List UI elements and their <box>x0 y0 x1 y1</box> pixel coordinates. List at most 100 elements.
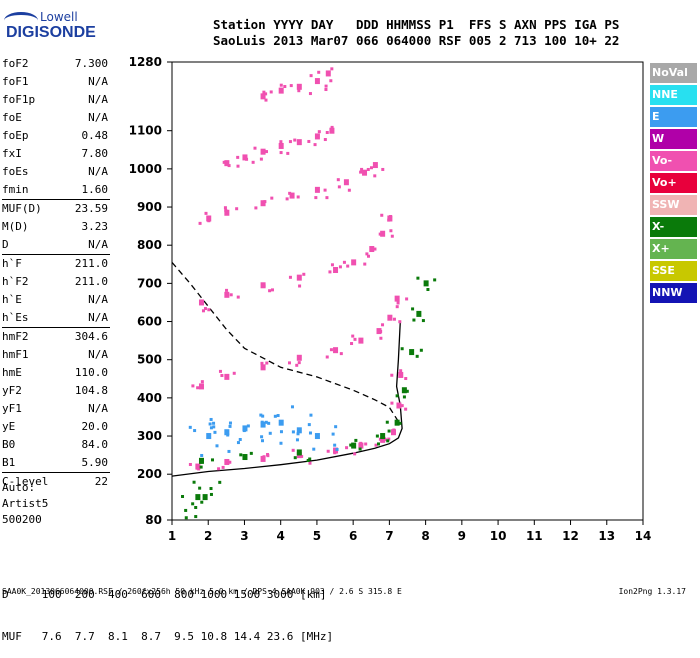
param-value: 7.80 <box>81 147 109 160</box>
param-row: h`F2 211.0 <box>2 273 110 291</box>
echo-dot <box>194 515 198 519</box>
param-row: D N/A <box>2 236 110 254</box>
echo-dot <box>200 453 204 457</box>
echo-dot <box>266 454 270 458</box>
echo-dot <box>264 98 268 102</box>
echo-dot <box>358 447 362 451</box>
echo-point <box>351 259 357 266</box>
echo-dot <box>243 456 247 460</box>
echo-dot <box>297 89 301 93</box>
echo-dot <box>330 67 334 71</box>
echo-point <box>314 78 320 85</box>
param-value: 211.0 <box>74 257 108 270</box>
echo-point <box>401 387 407 394</box>
echo-dot <box>191 502 195 506</box>
echo-dot <box>227 164 231 168</box>
param-row: h`Es N/A <box>2 309 110 327</box>
param-separator <box>2 254 110 255</box>
x-tick-label: 3 <box>240 529 248 543</box>
echo-dot <box>259 157 263 161</box>
echo-dot <box>385 420 389 424</box>
echo-dot <box>269 90 273 94</box>
param-row: hmF2 304.6 <box>2 328 110 346</box>
echo-dot <box>333 451 337 455</box>
echo-dot <box>213 430 217 434</box>
echo-dot <box>232 371 236 375</box>
echo-dot <box>339 352 343 356</box>
echo-dot <box>193 429 197 433</box>
echo-dot <box>389 229 393 233</box>
param-value: N/A <box>88 311 108 324</box>
legend-item: SSE <box>650 261 697 281</box>
y-tick-label: 1280 <box>129 55 162 69</box>
echo-dot <box>395 394 399 398</box>
param-name: M(D) <box>2 220 29 233</box>
x-tick-label: 8 <box>421 529 429 543</box>
echo-dot <box>239 453 243 457</box>
echo-dot <box>313 143 317 147</box>
echo-dot <box>359 441 363 445</box>
echo-dot <box>191 384 195 388</box>
param-value: N/A <box>88 165 108 178</box>
echo-dot <box>317 70 321 74</box>
echo-dot <box>374 443 378 447</box>
echo-dot <box>369 166 373 170</box>
echo-dot <box>270 196 274 200</box>
param-value: 0.48 <box>81 129 109 142</box>
echo-point <box>325 70 331 77</box>
echo-point <box>260 421 266 428</box>
echo-dot <box>184 516 188 520</box>
param-row: yF1 N/A <box>2 400 110 418</box>
echo-point <box>260 455 266 462</box>
param-name: foEs <box>2 165 29 178</box>
echo-dot <box>330 125 334 129</box>
x-tick-label: 5 <box>313 529 321 543</box>
echo-dot <box>260 435 264 439</box>
echo-dot <box>426 287 430 291</box>
echo-point <box>224 458 230 465</box>
echo-dot <box>279 151 283 155</box>
param-name: foF1p <box>2 93 36 106</box>
echo-dot <box>270 288 274 292</box>
echo-dot <box>395 305 399 309</box>
echo-dot <box>225 288 229 292</box>
legend-item: NNE <box>650 85 697 105</box>
echo-dot <box>398 320 402 324</box>
echo-point <box>369 246 375 253</box>
param-name: foF2 <box>2 57 29 70</box>
echo-point <box>224 373 230 380</box>
echo-point <box>195 463 201 470</box>
x-tick-label: 2 <box>204 529 212 543</box>
echo-dot <box>220 374 224 378</box>
echo-dot <box>262 366 266 370</box>
logo-line1: Lowell <box>40 10 78 24</box>
echo-point <box>260 148 266 155</box>
echo-point <box>314 186 320 193</box>
echo-dot <box>387 429 391 433</box>
x-tick-label: 6 <box>349 529 357 543</box>
y-tick-label: 600 <box>137 315 162 329</box>
echo-point <box>362 169 368 176</box>
echo-dot <box>254 206 258 210</box>
echo-dot <box>302 272 306 276</box>
echo-dot <box>373 174 377 178</box>
echo-dot <box>336 178 340 182</box>
echo-dot <box>249 451 253 455</box>
y-tick-label: 400 <box>137 391 162 405</box>
echo-dot <box>405 389 409 393</box>
echo-dot <box>307 423 311 427</box>
echo-point <box>278 87 284 94</box>
echo-dot <box>218 480 222 484</box>
echo-dot <box>215 444 219 448</box>
echo-dot <box>265 361 269 365</box>
echo-dot <box>296 195 300 199</box>
plot-frame <box>171 61 644 521</box>
legend-item: Vo- <box>650 151 697 171</box>
echo-dot <box>295 438 299 442</box>
echo-dot <box>333 443 337 447</box>
echo-point <box>206 215 212 222</box>
echo-dot <box>419 348 423 352</box>
echo-dot <box>196 386 200 390</box>
echo-dot <box>260 439 264 443</box>
muf-distance-row: D 100 200 400 600 800 1000 1500 3000 [km… <box>2 588 327 601</box>
